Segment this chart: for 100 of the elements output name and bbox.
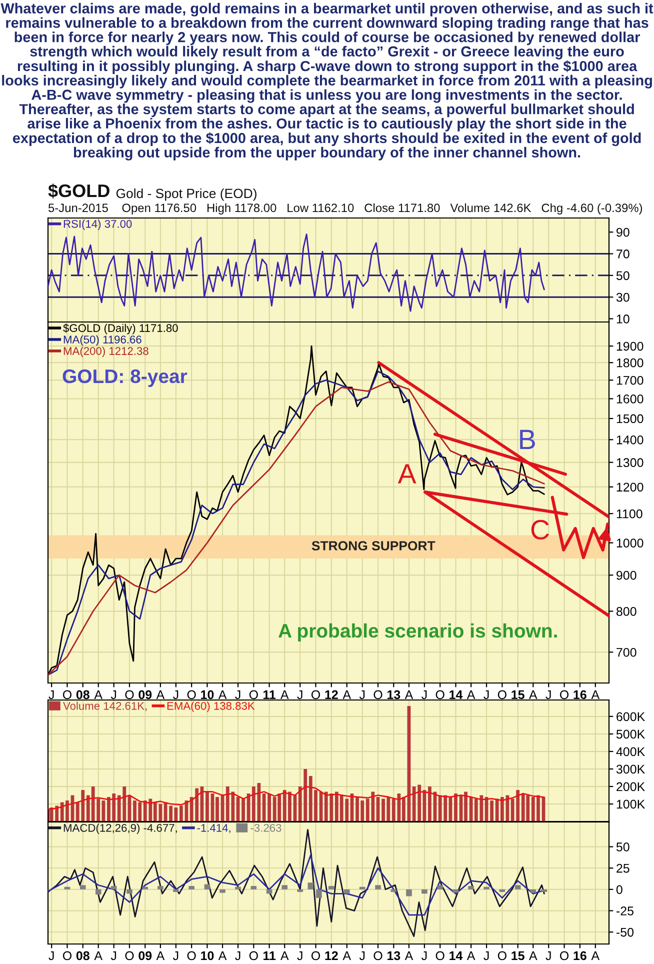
y-tick-label: 300K [616, 764, 645, 774]
x-tick-label: 08 [76, 951, 90, 960]
x-tick-label: 14 [450, 690, 463, 700]
x-tick-label: A [528, 951, 538, 960]
x-tick-label: O [498, 690, 506, 700]
legend-label: Volume 142.61K, [63, 702, 147, 712]
y-tick-label: 400K [616, 747, 645, 756]
y-tick-label: 500K [616, 730, 645, 739]
y-tick-label: 90 [616, 228, 630, 237]
x-tick-label: J [359, 690, 365, 700]
annotation: GOLD: 8-year [62, 369, 188, 388]
x-tick-label: 12 [325, 690, 338, 700]
text: Whatever claims are made, gold remains in a bearmarket until proven otherwise, and as such it remains vulnerable to a breakdown from the current downward sloping trading range that has been in force for nearly 2 years now. This could of course be occasioned by renewed dollar strength which would likely result from a “de facto” Grexit - or Greece leaving the euro resulting in it possibly plunging. A sharp C-wave down to strong support in the $1000 area looks increasingly likely and would complete the bearmarket in force from 2011 with a pleasing A-B-C wave symmetry - pleasing that is unless you are long investments in the sector. Thereafter, as the system starts to come apart at the seams, a powerful bullmarket should arise like a Phoenix from the ashes. Our tactic is to cautiously play the short side in the expectation of a drop to the $1000 area, but any shorts should be exited in the event of gold breaking out upside from the upper boundary of the inner channel shown. [0, 2, 654, 160]
x-tick-label: J [546, 690, 551, 700]
y-tick-label: 1500 [616, 414, 644, 424]
x-tick-label: J [110, 690, 116, 700]
x-tick-label: O [125, 951, 134, 960]
x-tick-label: A [591, 690, 600, 700]
y-tick-label: 200K [616, 782, 645, 792]
y-tick-label: 1200 [616, 482, 644, 492]
x-tick-label: O [560, 690, 569, 700]
x-tick-label: J [422, 951, 427, 960]
x-tick-label: J [48, 951, 54, 960]
y-tick-label: -50 [616, 928, 634, 937]
x-tick-label: A [94, 690, 102, 700]
x-tick-label: 16 [574, 690, 586, 700]
y-tick-label: 1900 [616, 342, 644, 351]
x-tick-label: O [311, 951, 320, 960]
x-tick-label: J [484, 690, 489, 700]
x-tick-label: 10 [201, 690, 214, 700]
x-tick-label: A [466, 690, 476, 700]
x-tick-label: O [498, 951, 506, 960]
x-tick-label: 14 [450, 951, 463, 960]
x-tick-label: O [374, 690, 382, 700]
x-tick-label: 15 [512, 951, 524, 960]
legend-label: MA(200) 1212.38 [64, 346, 148, 358]
x-tick-label: O [436, 951, 444, 960]
x-tick-label: 13 [387, 690, 400, 700]
legend-label: RSI(14) 37.00 [64, 220, 132, 230]
y-tick-label: 1000 [616, 538, 644, 548]
x-tick-label: A [280, 690, 289, 700]
y-tick-label: 50 [616, 842, 630, 852]
y-tick-label: 900 [616, 570, 636, 580]
x-tick-label: A [342, 951, 352, 960]
legend-label: -1.414, [197, 824, 230, 834]
x-tick-label: O [311, 690, 320, 700]
x-tick-label: O [374, 951, 382, 960]
x-tick-label: J [359, 951, 365, 960]
x-tick-label: A [404, 690, 414, 700]
x-tick-label: A [466, 951, 476, 960]
x-tick-label: O [249, 951, 258, 960]
legend-label: MA(50) 1196.66 [64, 335, 142, 346]
x-tick-label: A [218, 951, 227, 960]
x-tick-label: 16 [574, 951, 586, 960]
x-tick-label: J [48, 690, 54, 700]
legend-label: MACD(12,26,9) -4.677, [64, 824, 177, 834]
y-tick-label: 1700 [616, 376, 644, 385]
legend-label: $GOLD (Daily) 1171.80 [63, 324, 178, 334]
x-tick-label: A [591, 951, 600, 960]
x-tick-label: 10 [201, 951, 214, 960]
annotation: A [398, 464, 416, 484]
chart-subtitle: Gold - Spot Price (EOD) [116, 188, 256, 201]
y-tick-label: 100K [616, 800, 645, 809]
x-tick-label: A [280, 951, 289, 960]
y-tick-label: 70 [616, 250, 630, 258]
x-tick-label: 15 [512, 690, 524, 700]
x-tick-label: 11 [263, 690, 276, 700]
x-tick-label: A [218, 690, 227, 700]
x-tick-label: O [187, 690, 196, 700]
annotation: C [531, 520, 549, 540]
x-tick-label: J [110, 951, 116, 960]
x-tick-label: J [297, 951, 302, 960]
x-tick-label: 08 [76, 690, 90, 700]
y-tick-label: 1600 [616, 394, 644, 404]
x-tick-label: J [297, 690, 302, 700]
y-tick-label: 1400 [616, 435, 644, 444]
y-tick-label: 10 [616, 314, 630, 324]
x-tick-label: 11 [263, 951, 276, 960]
legend-label: EMA(60) 138.83K [167, 702, 255, 712]
x-tick-label: J [546, 951, 551, 960]
x-tick-label: A [156, 951, 165, 960]
x-tick-label: 09 [138, 690, 152, 700]
y-tick-label: 600K [616, 712, 645, 722]
x-tick-label: J [172, 951, 178, 960]
x-tick-label: J [235, 690, 240, 700]
x-tick-label: 12 [325, 951, 338, 960]
y-tick-label: 1100 [616, 509, 642, 518]
y-tick-label: 1300 [616, 458, 644, 468]
x-tick-label: 13 [387, 951, 400, 960]
y-tick-label: 30 [616, 292, 630, 302]
x-tick-label: J [172, 690, 178, 700]
text: 5-Jun-2015 Open 1176.50 High 1178.00 Low 1162.10 Close 1171.80 Volume 142.6K Chg -4.60 (-0.39%) [48, 203, 642, 214]
annotation: B [520, 430, 535, 450]
band-label: STRONG SUPPORT [312, 541, 436, 550]
y-tick-label: 0 [616, 885, 622, 894]
x-tick-label: A [404, 951, 414, 960]
y-tick-label: 800 [616, 607, 636, 616]
annotation: A probable scenario is shown. [278, 623, 557, 642]
x-tick-label: A [94, 951, 102, 960]
x-tick-label: A [342, 690, 352, 700]
